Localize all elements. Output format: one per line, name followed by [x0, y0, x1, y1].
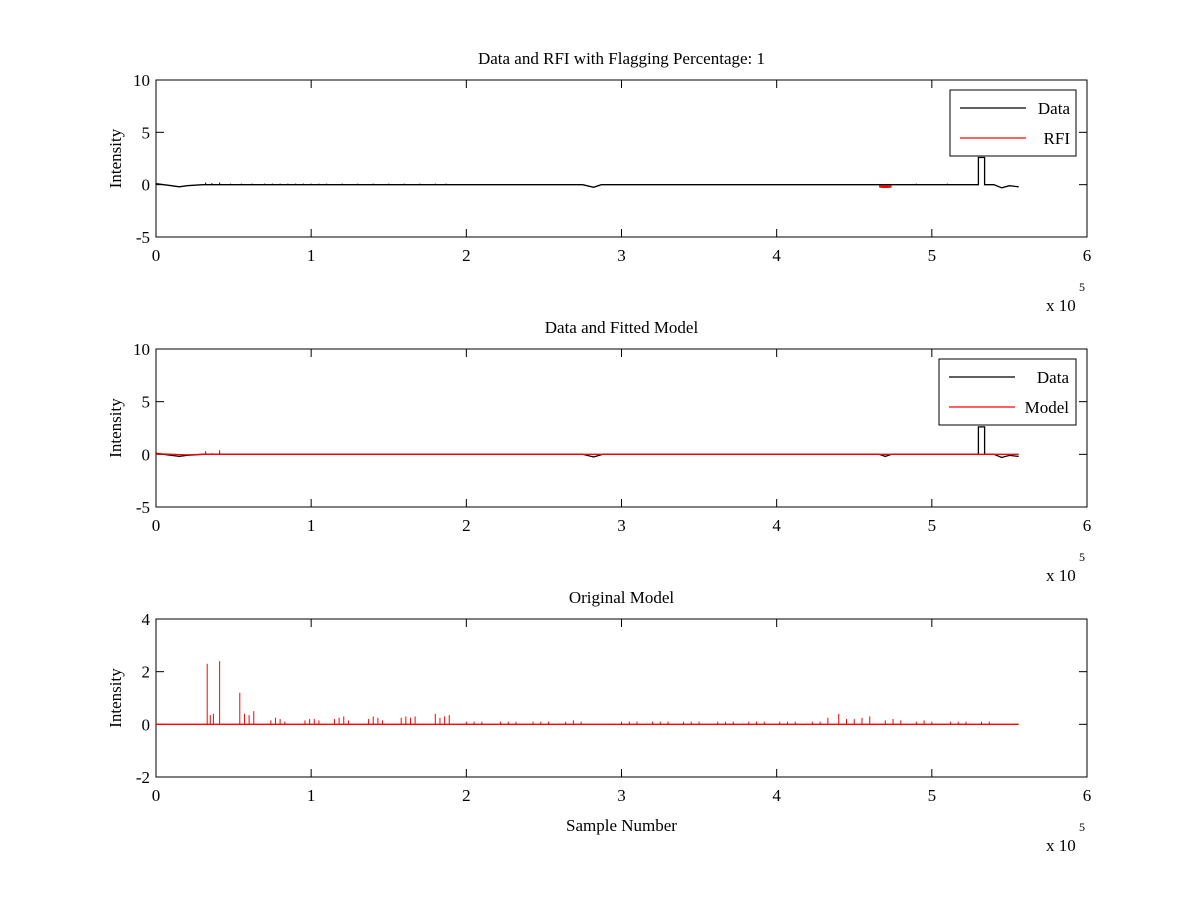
legend-box — [949, 89, 1077, 157]
series-line-rfi — [878, 184, 892, 189]
x-exponent-label: x 10 — [1046, 836, 1076, 855]
x-tick-label: 6 — [1083, 786, 1092, 805]
y-tick-label: 10 — [133, 71, 150, 90]
x-tick-label: 1 — [307, 786, 316, 805]
x-tick-label: 6 — [1083, 246, 1092, 265]
legend-entry: Model — [1025, 398, 1070, 417]
x-exponent-label: x 10 — [1046, 296, 1076, 315]
legend-entry: RFI — [1044, 129, 1071, 148]
x-tick-label: 4 — [772, 246, 781, 265]
y-tick-label: 0 — [142, 445, 151, 464]
y-tick-label: -5 — [136, 498, 150, 517]
plot-area — [155, 348, 1088, 508]
x-tick-label: 3 — [617, 786, 626, 805]
plot-area — [155, 618, 1088, 778]
y-axis-label: Intensity — [106, 128, 125, 188]
plot-marks — [156, 661, 1019, 725]
x-tick-label: 4 — [772, 516, 781, 535]
plot-area — [155, 79, 1088, 238]
y-axis-label: Intensity — [106, 668, 125, 728]
x-tick-label: 0 — [152, 246, 161, 265]
x-tick-label: 1 — [307, 516, 316, 535]
x-tick-label: 0 — [152, 516, 161, 535]
y-tick-label: -5 — [136, 228, 150, 247]
chart-title: Original Model — [569, 588, 675, 607]
y-tick-label: -2 — [136, 768, 150, 787]
plot-marks — [156, 156, 1019, 189]
x-tick-label: 2 — [462, 786, 471, 805]
plot-marks — [156, 426, 1019, 459]
x-tick-label: 0 — [152, 786, 161, 805]
legend-entry: Data — [1038, 99, 1071, 118]
x-tick-label: 2 — [462, 246, 471, 265]
legend: Data RFI — [949, 89, 1077, 157]
x-exponent: 5 — [1079, 550, 1085, 564]
x-exponent: 5 — [1079, 280, 1085, 294]
legend-entry: Data — [1037, 368, 1070, 387]
series-line-data — [156, 156, 1019, 189]
y-tick-label: 5 — [142, 123, 151, 142]
y-tick-label: 0 — [142, 176, 151, 195]
x-tick-label: 2 — [462, 516, 471, 535]
x-exponent: 5 — [1079, 820, 1085, 834]
x-tick-label: 6 — [1083, 516, 1092, 535]
x-exponent-label: x 10 — [1046, 566, 1076, 585]
y-tick-label: 5 — [142, 393, 151, 412]
y-tick-label: 0 — [142, 715, 151, 734]
x-tick-label: 1 — [307, 246, 316, 265]
x-tick-label: 3 — [617, 246, 626, 265]
series-line-model — [156, 453, 1019, 456]
x-tick-label: 4 — [772, 786, 781, 805]
y-tick-label: 2 — [142, 663, 151, 682]
y-axis-label: Intensity — [106, 398, 125, 458]
x-axis-label: Sample Number — [566, 816, 677, 835]
legend-box — [938, 358, 1077, 426]
chart-title: Data and Fitted Model — [545, 318, 699, 337]
x-tick-label: 5 — [928, 246, 937, 265]
x-tick-label: 3 — [617, 516, 626, 535]
x-tick-label: 5 — [928, 516, 937, 535]
legend: Data Model — [938, 358, 1077, 426]
y-tick-label: 10 — [133, 340, 150, 359]
x-tick-label: 5 — [928, 786, 937, 805]
y-tick-label: 4 — [142, 610, 151, 629]
chart-title: Data and RFI with Flagging Percentage: 1 — [478, 49, 765, 68]
